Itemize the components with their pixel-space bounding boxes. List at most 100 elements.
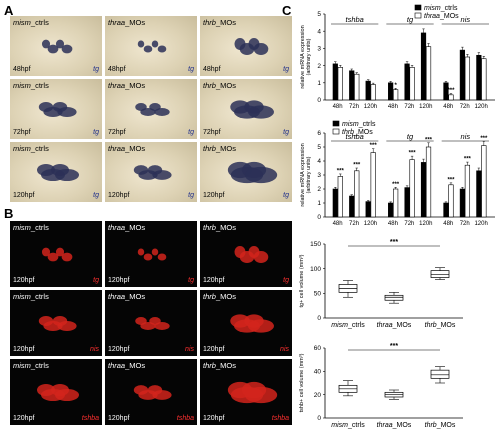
fluor-stain-blob xyxy=(230,314,274,333)
fluor-tile: mism_ctrls 120hpf tg xyxy=(10,221,102,287)
fluor-tile: thraa_MOs 120hpf tshba xyxy=(105,359,197,425)
condition-gene: thraa xyxy=(108,223,126,232)
y-tick-label: 0 xyxy=(317,315,321,322)
fluor-gene-label: tg xyxy=(283,277,289,284)
bar xyxy=(404,187,410,218)
condition-gene: thrb xyxy=(203,361,216,370)
legend-suffix: _ctrls xyxy=(440,5,458,12)
ish-condition-label: thrb_MOs xyxy=(203,18,236,27)
condition-suffix: _ctrls xyxy=(30,144,49,153)
condition-suffix: _ctrls xyxy=(30,81,49,90)
ish-gene-label: tg xyxy=(93,129,99,136)
group-label: tg xyxy=(407,15,414,24)
x-category-label: thrb_MOs xyxy=(425,422,456,429)
fluor-time-label: 120hpf xyxy=(108,346,130,353)
bar xyxy=(365,201,371,218)
condition-suffix: _MOs xyxy=(215,18,236,27)
ish-tile: thrb_MOs 120hpf tg xyxy=(200,142,292,202)
category-suffix: _MOs xyxy=(436,422,456,429)
bar xyxy=(370,84,376,101)
fluor-condition-label: thraa_MOs xyxy=(108,361,145,370)
fluor-gene-label: nis xyxy=(280,346,289,353)
condition-gene: mism xyxy=(13,144,31,153)
panel-f-box-plot: 0 20 40 60 tshb+ cell volume (mm³) mism_ctrls… xyxy=(299,343,463,429)
panel-e-box-plot: 0 50 100 150 tg+ cell volume (mm³) mism_ctrls… xyxy=(299,239,463,329)
group-label: tshba xyxy=(345,132,363,141)
legend-swatch xyxy=(332,128,340,135)
condition-suffix: _ctrls xyxy=(30,223,49,232)
significance-mark: *** xyxy=(425,137,433,143)
condition-suffix: _MOs xyxy=(125,292,146,301)
bar xyxy=(481,58,487,101)
ish-tile: mism_ctrls 48hpf tg xyxy=(10,16,102,76)
x-category-label: thraa_MOs xyxy=(377,322,412,329)
ish-condition-label: thraa_MOs xyxy=(108,144,145,153)
y-tick-label: 40 xyxy=(314,369,322,376)
bar xyxy=(425,146,432,218)
fluor-tile: mism_ctrls 120hpf tshba xyxy=(10,359,102,425)
ish-condition-label: thraa_MOs xyxy=(108,18,145,27)
significance-mark: *** xyxy=(447,88,455,94)
significance-mark: *** xyxy=(447,177,455,183)
fluor-tile: mism_ctrls 120hpf nis xyxy=(10,290,102,356)
condition-gene: thrb xyxy=(203,144,216,153)
fluor-stain-blob xyxy=(135,317,170,330)
x-tick-label: 120h xyxy=(474,221,487,227)
ish-time-label: 72hpf xyxy=(203,129,221,136)
ish-tile: thraa_MOs 48hpf tg xyxy=(105,16,197,76)
x-tick-label: 48h xyxy=(333,104,343,110)
panel-b-fluorescence-grid: mism_ctrls 120hpf tg thraa_MOs 120hpf tg thrb_… xyxy=(10,221,292,427)
bar xyxy=(393,89,399,101)
y-axis-label: tg+ cell volume (mm³) xyxy=(299,254,305,307)
group-label: tshba xyxy=(345,15,363,24)
condition-gene: thraa xyxy=(108,361,126,370)
legend-label: thrb_MOs xyxy=(342,129,373,136)
fluor-tile: thrb_MOs 120hpf tshba xyxy=(200,359,292,425)
significance-mark: *** xyxy=(392,182,400,188)
fluor-time-label: 120hpf xyxy=(13,415,35,422)
ish-stain-blob xyxy=(133,165,172,180)
y-tick-label: 20 xyxy=(314,392,322,399)
x-tick-label: 120h xyxy=(364,104,377,110)
ish-condition-label: mism_ctrls xyxy=(13,81,49,90)
y-tick-label: 100 xyxy=(310,266,321,273)
fluor-condition-label: thrb_MOs xyxy=(203,292,236,301)
group-label: nis xyxy=(461,15,471,24)
condition-gene: mism xyxy=(13,18,31,27)
ish-time-label: 120hpf xyxy=(203,192,225,199)
fluor-stain-blob xyxy=(41,247,73,262)
fluor-time-label: 120hpf xyxy=(13,277,35,284)
ish-condition-label: thrb_MOs xyxy=(203,81,236,90)
y-axis-label: tshb+ cell volume (mm³) xyxy=(299,353,305,412)
y-axis-label-line: relative mRNA expression xyxy=(300,143,306,206)
fluor-gene-label: nis xyxy=(90,346,99,353)
fluor-stain-blob xyxy=(38,316,77,331)
bar xyxy=(409,159,415,218)
legend-gene: thrb xyxy=(342,129,354,136)
category-gene: thrb xyxy=(425,422,437,429)
ish-condition-label: thraa_MOs xyxy=(108,81,145,90)
legend-suffix: _MOs xyxy=(439,13,459,20)
x-category-label: thraa_MOs xyxy=(377,422,412,429)
bar xyxy=(349,70,355,101)
panel-label-a: A xyxy=(4,3,14,18)
condition-suffix: _MOs xyxy=(215,223,236,232)
condition-suffix: _ctrls xyxy=(30,361,49,370)
bar xyxy=(332,188,338,218)
ish-gene-label: tg xyxy=(188,192,194,199)
fluor-condition-label: thraa_MOs xyxy=(108,223,145,232)
bar xyxy=(476,54,482,101)
category-gene: mism xyxy=(331,422,348,429)
condition-gene: thrb xyxy=(203,81,216,90)
ish-stain-blob xyxy=(230,100,274,119)
significance-mark: *** xyxy=(409,151,417,157)
x-tick-label: 48h xyxy=(443,104,453,110)
ish-gene-label: tg xyxy=(188,129,194,136)
bar xyxy=(337,176,343,218)
ish-condition-label: mism_ctrls xyxy=(13,144,49,153)
bar xyxy=(443,202,449,218)
significance-mark: *** xyxy=(390,239,398,246)
ish-time-label: 120hpf xyxy=(108,192,130,199)
significance-mark: * xyxy=(394,83,397,89)
y-tick-label: 2 xyxy=(317,63,321,70)
